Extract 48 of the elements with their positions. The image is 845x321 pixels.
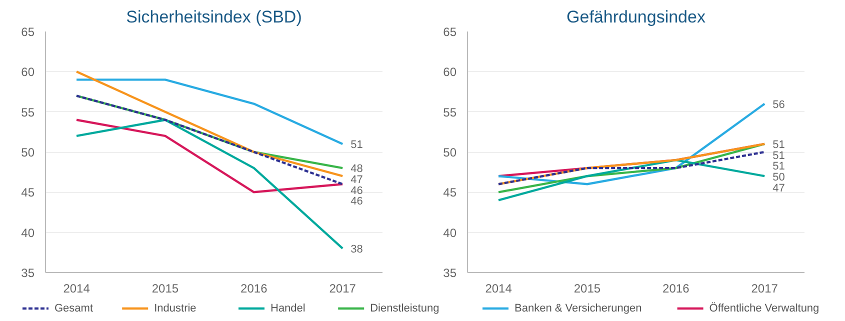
x-tick-label: 2015 (574, 282, 601, 296)
y-tick-label: 35 (21, 266, 35, 280)
chart-title: Gefährdungsindex (566, 8, 706, 26)
y-tick-label: 55 (21, 105, 35, 120)
y-tick-label: 35 (443, 266, 457, 280)
legend-label: Industrie (154, 302, 196, 314)
x-tick-label: 2015 (152, 282, 179, 296)
line-series (75, 94, 344, 186)
data-label: 51 (772, 150, 785, 162)
data-label: 50 (772, 172, 785, 184)
x-tick-label: 2017 (329, 282, 356, 296)
line-series (75, 118, 344, 194)
legend-label: Öffentliche Verwaltung (709, 302, 820, 314)
x-tick-label: 2014 (63, 282, 90, 296)
y-tick-label: 45 (443, 186, 457, 200)
y-tick-label: 50 (443, 146, 457, 160)
data-label: 51 (350, 138, 363, 151)
y-tick-label: 60 (21, 65, 35, 80)
y-tick-label: 55 (443, 105, 457, 120)
legend-label: Banken & Versicherungen (514, 302, 642, 314)
line-series (75, 70, 344, 178)
data-label: 38 (350, 243, 363, 256)
line-series (497, 142, 766, 194)
y-tick-label: 45 (21, 186, 35, 200)
data-label: 47 (772, 182, 785, 194)
y-tick-label: 40 (443, 226, 457, 240)
data-label: 51 (772, 138, 785, 151)
y-tick-label: 65 (21, 25, 35, 39)
data-label: 48 (350, 163, 363, 176)
chart-title: Sicherheitsindex (SBD) (126, 8, 302, 26)
data-label: 46 (350, 184, 363, 197)
y-tick-label: 50 (21, 146, 35, 160)
legend-label: Handel (270, 302, 306, 314)
data-label: 51 (772, 160, 785, 173)
legend-label: Gesamt (54, 302, 94, 314)
data-label: 56 (772, 98, 785, 111)
x-tick-label: 2014 (485, 282, 512, 296)
y-tick-label: 65 (443, 25, 457, 39)
x-tick-label: 2017 (751, 282, 778, 296)
x-tick-label: 2016 (240, 282, 268, 296)
line-series (497, 102, 766, 186)
data-label: 46 (350, 196, 363, 208)
x-tick-label: 2016 (662, 282, 690, 296)
y-tick-label: 40 (21, 226, 35, 240)
y-tick-label: 60 (443, 65, 457, 80)
data-label: 47 (350, 174, 363, 186)
line-series (75, 118, 344, 250)
legend-label: Dienstleistung (370, 302, 440, 314)
